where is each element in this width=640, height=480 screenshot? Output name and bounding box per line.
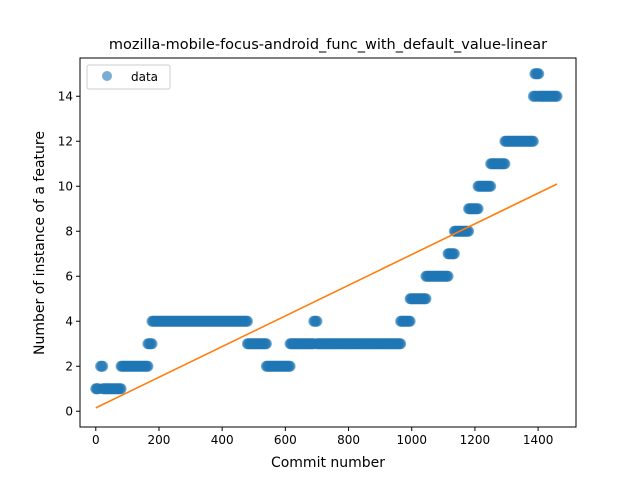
data-point-run (485, 158, 511, 170)
data-point (472, 203, 484, 215)
data-point (260, 338, 272, 350)
x-tick-label: 0 (92, 433, 100, 447)
data-point (404, 315, 416, 327)
data-point (499, 158, 511, 170)
axes-frame (79, 57, 577, 428)
x-tick-label: 200 (148, 433, 171, 447)
data-point (485, 180, 497, 192)
data-point-run (95, 360, 109, 372)
data-point (241, 315, 253, 327)
x-axis: 0 200 400 600 800 1000 1200 1400 (92, 427, 553, 447)
y-tick-label: 10 (58, 179, 73, 193)
x-axis-label: Commit number (271, 455, 385, 471)
data-point (533, 68, 545, 80)
data-point-run (308, 315, 323, 327)
chart-title: mozilla-mobile-focus-android_func_with_d… (109, 37, 547, 53)
data-point-run (146, 315, 253, 327)
data-point-run (142, 338, 158, 350)
y-axis: 0 2 4 6 8 10 12 14 (58, 89, 80, 418)
legend-box (86, 64, 171, 90)
data-point (142, 360, 154, 372)
x-tick-label: 600 (274, 433, 297, 447)
data-point (420, 293, 432, 305)
plot-area (90, 68, 563, 409)
data-point (115, 383, 127, 395)
data-point (448, 248, 460, 260)
data-point-run (395, 315, 416, 327)
data-point-run (472, 180, 497, 192)
data-point (311, 315, 323, 327)
legend-label-data: data (131, 70, 158, 84)
data-point-run (241, 338, 272, 350)
data-point-run (284, 338, 320, 350)
y-tick-label: 12 (58, 134, 73, 148)
x-tick-label: 1200 (460, 433, 491, 447)
data-point (284, 360, 296, 372)
data-point-run (533, 90, 563, 102)
legend-marker (102, 71, 112, 81)
data-point-run (404, 293, 432, 305)
data-point-run (442, 248, 460, 260)
data-point-run (529, 68, 545, 80)
y-tick-label: 0 (65, 404, 73, 418)
data-point-run (260, 360, 296, 372)
data-point-run (311, 338, 407, 350)
y-tick-label: 8 (65, 224, 73, 238)
data-point (395, 338, 407, 350)
data-point (97, 360, 109, 372)
data-point-run (420, 270, 454, 282)
data-point (527, 135, 539, 147)
y-tick-label: 2 (65, 359, 73, 373)
data-point (146, 338, 158, 350)
regression-line (95, 183, 558, 409)
y-tick-label: 6 (65, 269, 73, 283)
data-point-run (463, 203, 484, 215)
data-point-run (115, 360, 154, 372)
x-tick-label: 1000 (396, 433, 427, 447)
x-tick-label: 800 (337, 433, 360, 447)
data-point (551, 90, 563, 102)
data-point (442, 270, 454, 282)
x-tick-label: 1400 (523, 433, 554, 447)
x-tick-label: 400 (211, 433, 234, 447)
y-tick-label: 4 (65, 314, 73, 328)
data-point-run (499, 135, 539, 147)
legend: data (86, 64, 171, 90)
data-point-run (97, 383, 127, 395)
y-tick-label: 14 (58, 89, 73, 103)
y-axis-label: Number of instance of a feature (32, 131, 48, 355)
